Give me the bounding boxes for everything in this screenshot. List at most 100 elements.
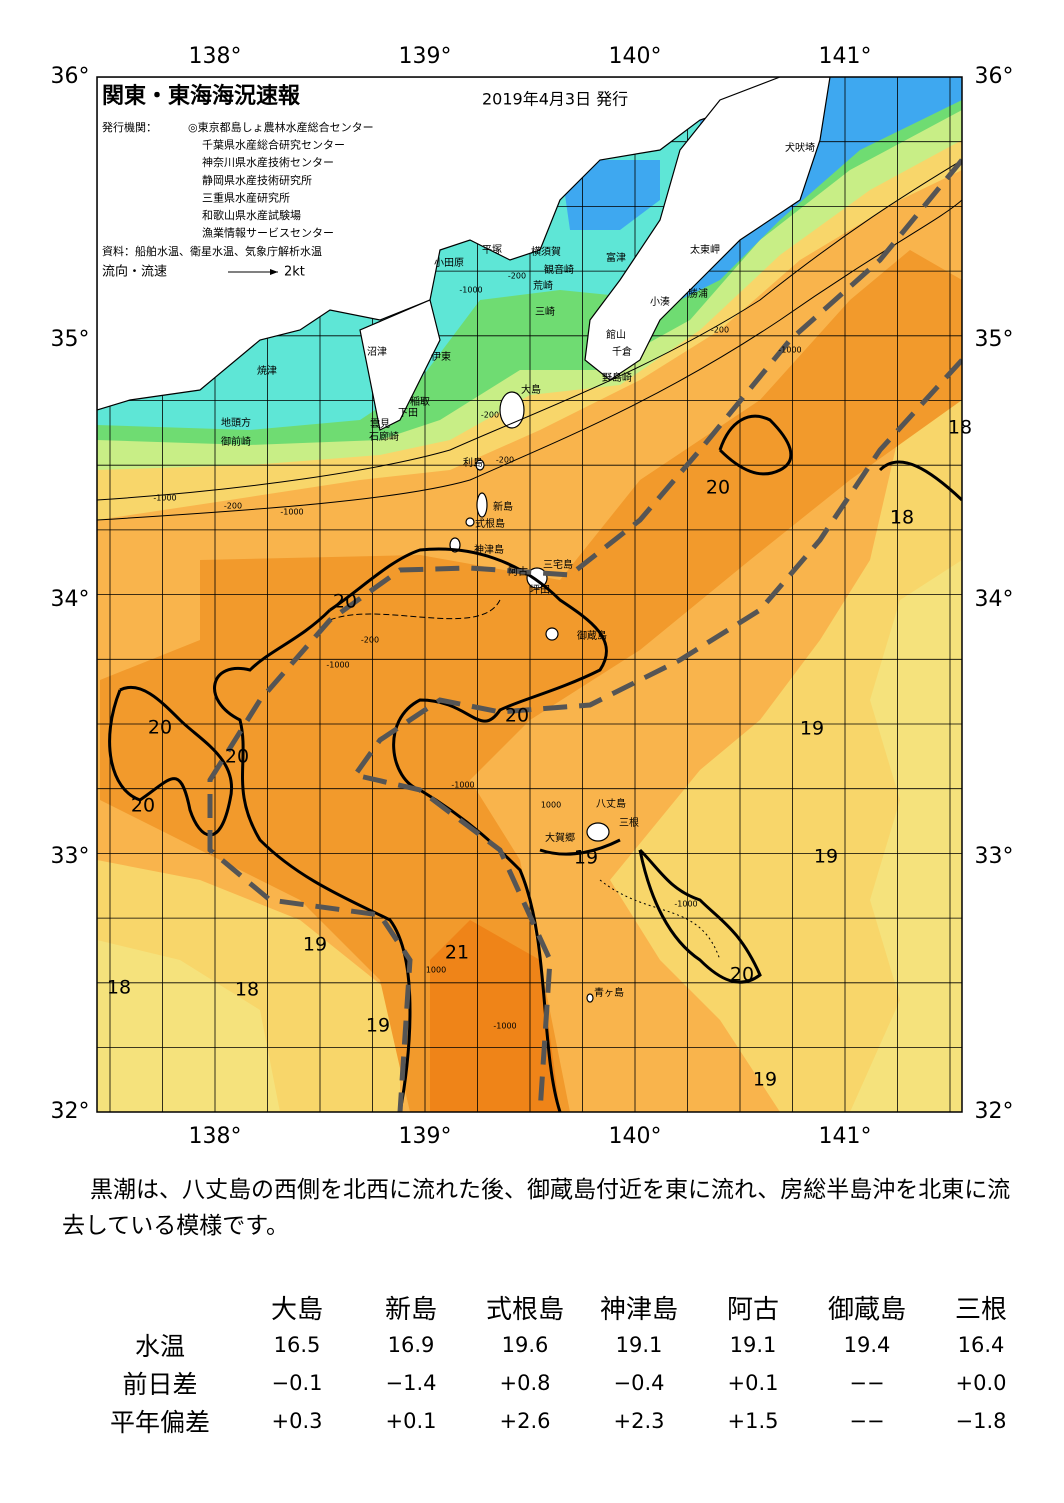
- isotherm-label: 18: [235, 979, 259, 1001]
- cell: +1.5: [727, 1409, 779, 1433]
- isotherm-label: 19: [753, 1069, 777, 1091]
- issuer: 千葉県水産総合研究センター: [202, 138, 345, 152]
- isotherm-label: 19: [800, 718, 824, 740]
- column-header: 阿古: [726, 1294, 779, 1325]
- place-name: 三宅島: [543, 558, 573, 571]
- place-name: 下田: [398, 408, 418, 419]
- place-name: 館山: [606, 328, 626, 341]
- depth-label: -200: [361, 636, 379, 645]
- isotherm-label: 21: [445, 942, 469, 964]
- place-name: 地頭方: [221, 416, 251, 429]
- lon-label: 139°: [399, 1124, 452, 1149]
- legend-scale: 2kt: [284, 265, 305, 280]
- row-label: 平年偏差: [109, 1408, 210, 1437]
- place-name: 八丈島: [596, 797, 626, 810]
- cell: −0.4: [613, 1371, 665, 1395]
- place-name: 富津: [606, 251, 626, 264]
- cell: +0.1: [727, 1371, 779, 1395]
- place-name: 式根島: [475, 517, 505, 530]
- row: 水温 16.5 16.9 19.6 19.1 19.1 19.4 16.4: [80, 1326, 1038, 1364]
- row-label: 水温: [134, 1332, 185, 1361]
- place-name: 新島: [493, 500, 513, 513]
- lat-label: 35°: [51, 327, 90, 352]
- depth-label: -200: [496, 456, 514, 465]
- legend-label: 流向・流速: [102, 264, 167, 280]
- place-name: 沼津: [367, 345, 387, 358]
- row: 前日差 −0.1 −1.4 +0.8 −0.4 +0.1 −− +0.0: [80, 1364, 1038, 1402]
- depth-label: -200: [508, 272, 526, 281]
- place-name: 大賀郷: [545, 831, 575, 844]
- place-name: 荒崎: [533, 279, 553, 292]
- depth-label: -1000: [280, 508, 303, 517]
- title: 関東・東海海況速報: [102, 83, 301, 109]
- header-row: 大島 新島 式根島 神津島 阿古 御蔵島 三根: [80, 1288, 1038, 1326]
- depth-label: -1000: [153, 494, 176, 503]
- isotherm-label: 20: [730, 964, 754, 986]
- place-name: 坪田: [530, 583, 550, 596]
- column-header: 式根島: [485, 1294, 564, 1325]
- column-header: 大島: [270, 1294, 323, 1325]
- place-name: 御前崎: [221, 435, 251, 448]
- cell: +2.6: [499, 1409, 551, 1433]
- isotherm-label: 19: [814, 846, 838, 868]
- place-name: 阿古: [508, 565, 528, 578]
- place-name: 利島: [463, 456, 483, 469]
- lat-label: 34°: [975, 587, 1014, 612]
- issuer: 三重県水産研究所: [202, 190, 290, 204]
- place-name: 小湊: [650, 295, 670, 308]
- lat-label: 35°: [975, 327, 1014, 352]
- isotherms: [108, 414, 962, 1112]
- place-name: 雲見: [370, 418, 390, 430]
- column-header: 三根: [954, 1294, 1007, 1325]
- isotherm-label: 20: [225, 746, 249, 768]
- cell: 16.9: [387, 1333, 435, 1357]
- issuer: 静岡県水産技術研究所: [202, 173, 312, 187]
- cell: −1.4: [385, 1371, 437, 1395]
- lon-label: 141°: [819, 44, 872, 69]
- cell: +0.0: [955, 1371, 1007, 1395]
- isotherm-label: 19: [303, 934, 327, 956]
- depth-label: -1000: [493, 1022, 516, 1031]
- cell: −0.1: [271, 1371, 323, 1395]
- issuer: 和歌山県水産試験場: [202, 208, 301, 222]
- sources: 資料：船舶水温、衛星水温、気象庁解析水温: [102, 244, 322, 258]
- lon-label: 141°: [819, 1124, 872, 1149]
- cell: −−: [849, 1409, 885, 1433]
- cell: 16.5: [273, 1333, 321, 1357]
- kuroshio-axis: [207, 158, 962, 1112]
- issuer: 神奈川県水産技術センター: [202, 155, 334, 169]
- place-name: 稲取: [410, 396, 430, 408]
- cell: 16.4: [957, 1333, 1005, 1357]
- issuer: ◎東京都島しょ農林水産総合センター: [188, 120, 374, 134]
- graticule: [97, 77, 962, 1112]
- cell: −1.8: [955, 1409, 1007, 1433]
- place-name: 御蔵島: [577, 629, 607, 642]
- corner: [80, 1288, 240, 1326]
- lat-label: 33°: [51, 844, 90, 869]
- depth-label: -200: [481, 411, 499, 420]
- cell: 19.4: [843, 1333, 891, 1357]
- place-name: 太東岬: [690, 243, 720, 256]
- place-name: 焼津: [257, 365, 277, 377]
- place-name: 平塚: [482, 244, 502, 256]
- cell: +0.3: [271, 1409, 323, 1433]
- place-name: 小田原: [434, 257, 464, 269]
- place-name: 三崎: [535, 305, 555, 318]
- place-name: 伊東: [431, 350, 451, 363]
- row-label: 前日差: [122, 1370, 198, 1399]
- depth-label: 1000: [541, 801, 561, 810]
- depth-label: -1000: [451, 781, 474, 790]
- row: 平年偏差 +0.3 +0.1 +2.6 +2.3 +1.5 −− −1.8: [80, 1402, 1038, 1440]
- place-name: 横須賀: [531, 245, 561, 258]
- place-name: 観音崎: [544, 263, 574, 276]
- map-frame: [96, 76, 963, 1113]
- depth-contours: [97, 159, 962, 961]
- cell: 19.1: [729, 1333, 777, 1357]
- temperature-table: 大島 新島 式根島 神津島 阿古 御蔵島 三根 水温 16.5 16.9 19.6 19.1 19.1 1…: [80, 1288, 1038, 1440]
- place-name: 三根: [619, 816, 639, 829]
- isotherm-label: 20: [131, 795, 155, 817]
- place-name: 神津島: [474, 543, 504, 556]
- column-header: 御蔵島: [827, 1294, 906, 1325]
- isotherm-label: 20: [148, 717, 172, 739]
